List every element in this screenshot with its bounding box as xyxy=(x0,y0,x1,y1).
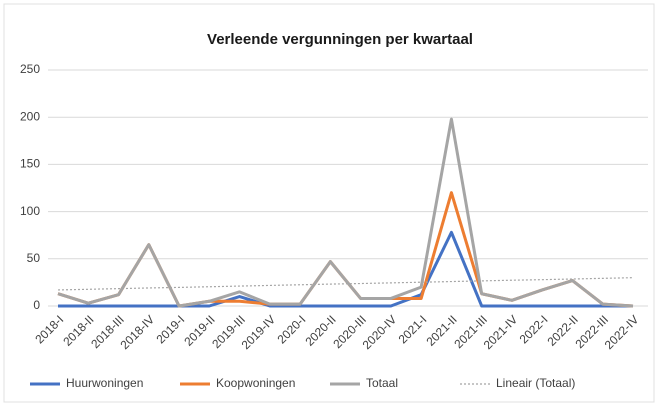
legend-label: Koopwoningen xyxy=(216,376,295,390)
legend-label: Huurwoningen xyxy=(66,376,143,390)
legend-label: Totaal xyxy=(366,376,398,390)
y-tick-label: 100 xyxy=(20,204,40,218)
y-tick-label: 250 xyxy=(20,62,40,76)
y-tick-label: 150 xyxy=(20,157,40,171)
y-tick-label: 50 xyxy=(27,251,41,265)
y-tick-label: 0 xyxy=(33,298,40,312)
series-line xyxy=(57,117,634,308)
series-line xyxy=(58,230,633,308)
chart-title: Verleende vergunningen per kwartaal xyxy=(207,31,473,48)
legend-label: Lineair (Totaal) xyxy=(496,376,575,390)
y-tick-label: 200 xyxy=(20,109,40,123)
